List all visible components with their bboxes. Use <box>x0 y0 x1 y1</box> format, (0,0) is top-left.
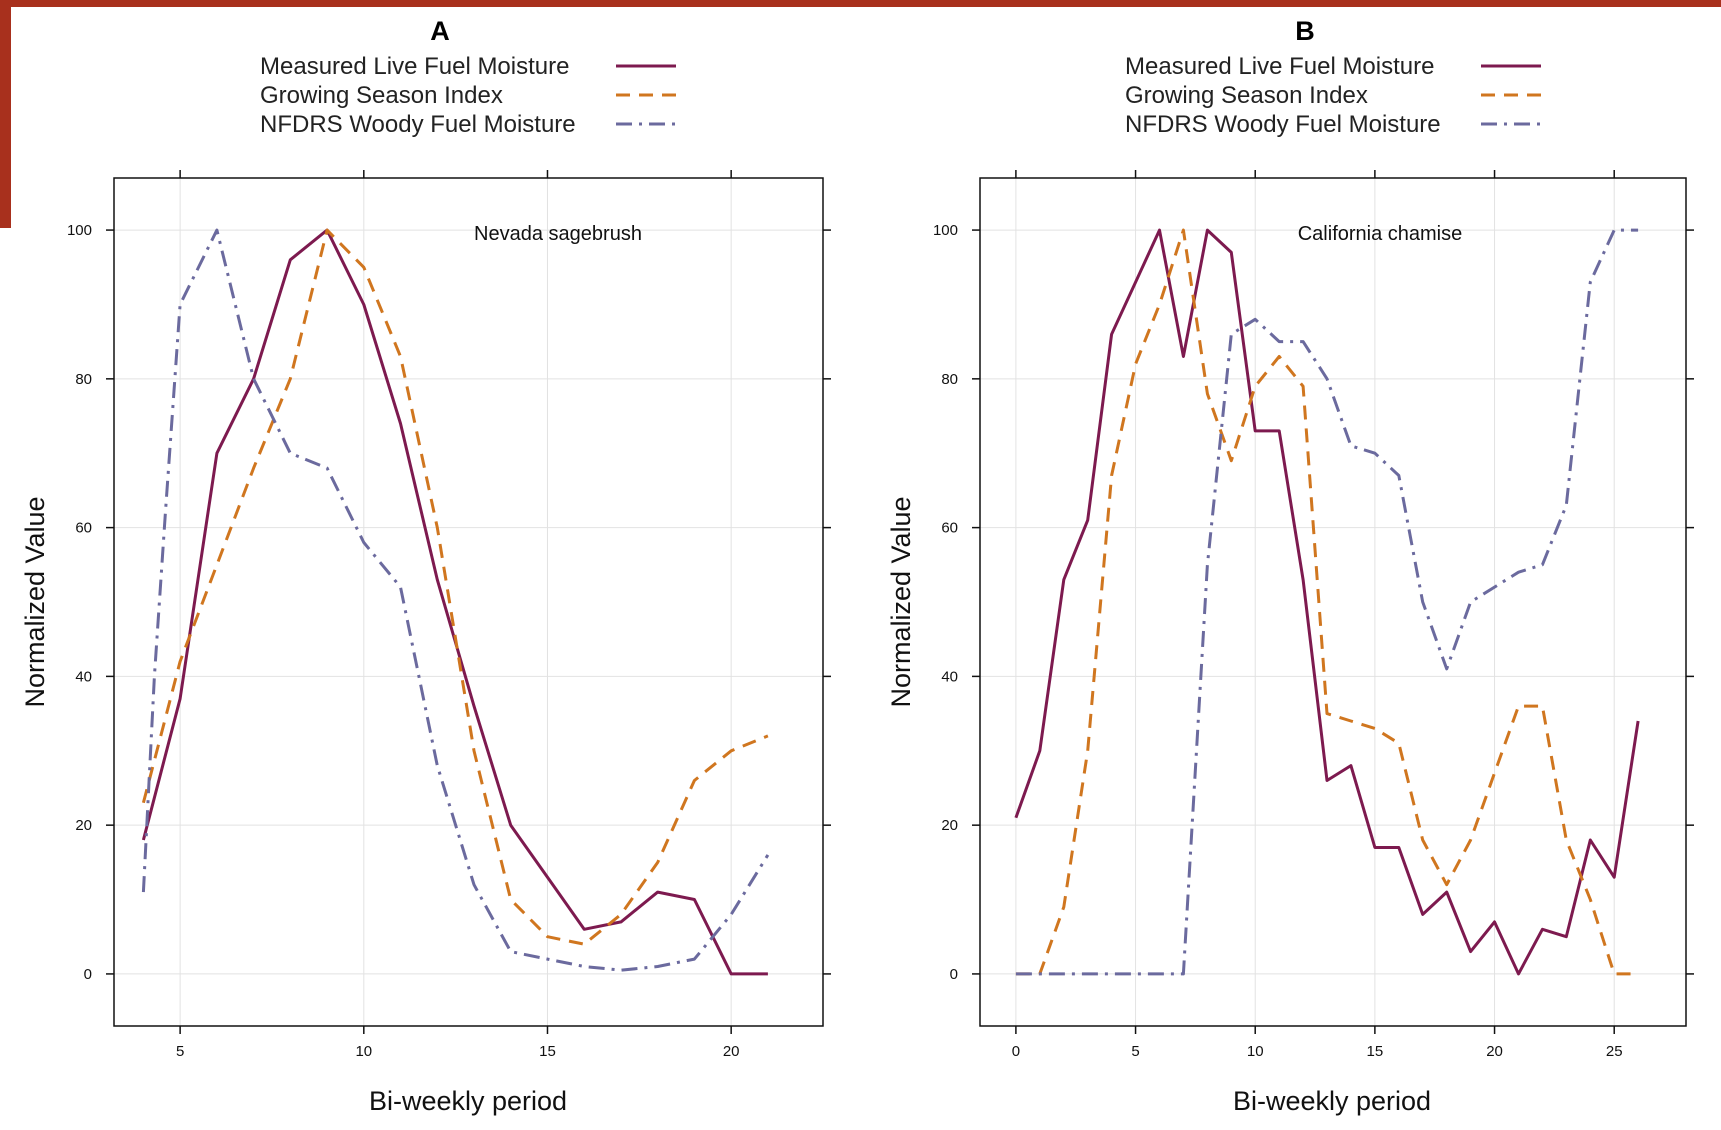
y-tick-label: 80 <box>75 371 92 388</box>
x-tick-label: 5 <box>1131 1043 1139 1060</box>
y-tick-label: 100 <box>933 222 958 239</box>
legend-label: Measured Live Fuel Moisture <box>260 53 569 80</box>
x-tick-label: 20 <box>1486 1043 1503 1060</box>
x-axis-title: Bi-weekly period <box>369 1086 567 1116</box>
series-line-gsi <box>141 228 769 946</box>
panel-title: A <box>430 16 450 46</box>
y-tick-label: 60 <box>75 520 92 537</box>
legend-label: Measured Live Fuel Moisture <box>1125 53 1434 80</box>
plot-frame <box>979 177 1687 1027</box>
y-axis-title: Normalized Value <box>20 496 50 707</box>
frame-bar-top <box>0 0 1721 7</box>
x-tick-label: 20 <box>723 1043 740 1060</box>
y-axis-title: Normalized Value <box>886 496 916 707</box>
series-line-nfdrs <box>141 228 770 972</box>
y-tick-label: 40 <box>941 668 958 685</box>
series-line-measured <box>141 228 768 976</box>
series-line-nfdrs <box>1015 228 1639 976</box>
series-line-measured <box>1014 228 1640 976</box>
legend-label: Growing Season Index <box>260 82 503 109</box>
panel-annotation: Nevada sagebrush <box>474 223 642 245</box>
y-tick-label: 20 <box>941 817 958 834</box>
x-tick-label: 10 <box>1247 1043 1264 1060</box>
x-axis-title: Bi-weekly period <box>1233 1086 1431 1116</box>
x-tick-label: 15 <box>539 1043 556 1060</box>
y-tick-label: 40 <box>75 668 92 685</box>
legend-label: Growing Season Index <box>1125 82 1368 109</box>
x-tick-label: 0 <box>1012 1043 1020 1060</box>
x-tick-label: 25 <box>1606 1043 1623 1060</box>
panel-annotation: California chamise <box>1298 223 1463 245</box>
legend-label: NFDRS Woody Fuel Moisture <box>260 111 576 138</box>
y-tick-label: 60 <box>941 520 958 537</box>
y-tick-label: 100 <box>67 222 92 239</box>
y-tick-label: 80 <box>941 371 958 388</box>
frame-bar-left <box>0 0 11 228</box>
x-tick-label: 5 <box>176 1043 184 1060</box>
x-tick-label: 10 <box>355 1043 372 1060</box>
y-tick-label: 0 <box>950 966 958 983</box>
y-tick-label: 20 <box>75 817 92 834</box>
legend-label: NFDRS Woody Fuel Moisture <box>1125 111 1441 138</box>
plot-frame <box>113 177 824 1027</box>
series-line-gsi <box>1015 228 1639 976</box>
x-tick-label: 15 <box>1367 1043 1384 1060</box>
y-tick-label: 0 <box>84 966 92 983</box>
panel-title: B <box>1295 16 1315 46</box>
